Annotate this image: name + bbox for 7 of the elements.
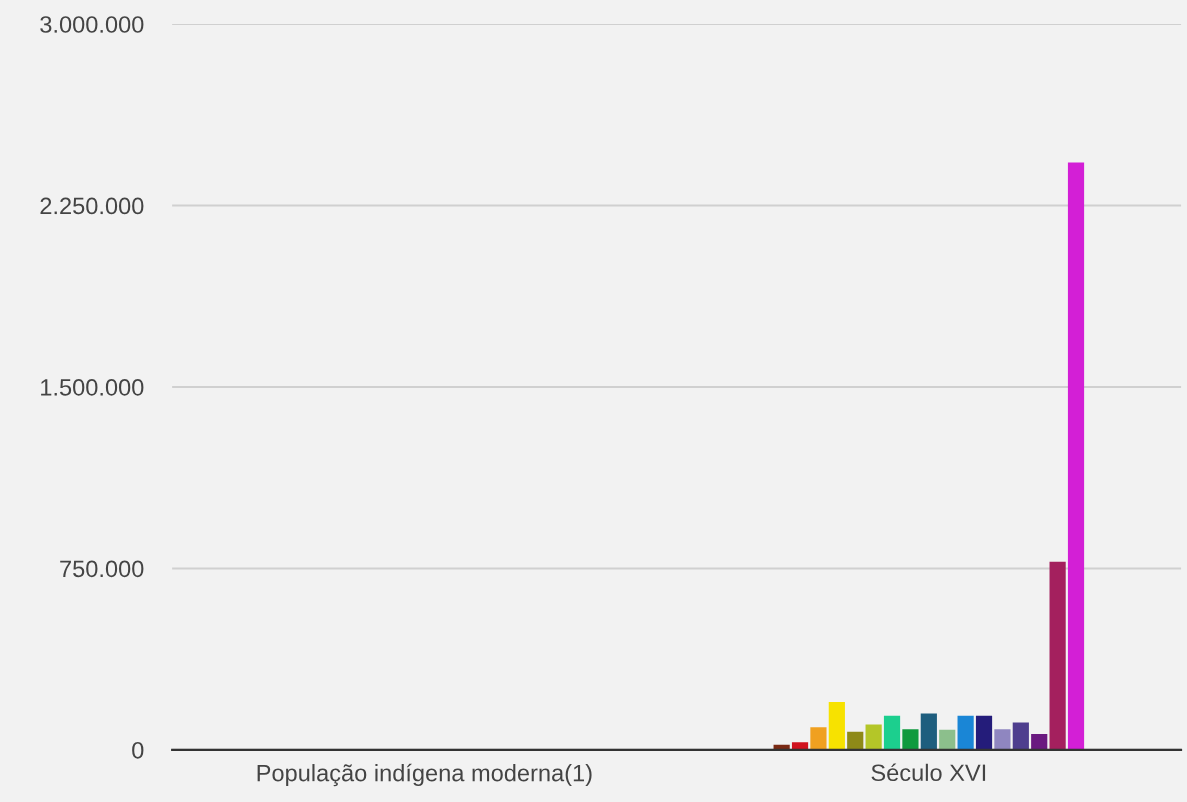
y-tick-label: 0 — [132, 741, 144, 759]
x-tick-label: Século XVI — [871, 763, 986, 782]
y-tick-label: 750.000 — [60, 560, 144, 578]
x-tick-label: População indígena moderna(1) — [257, 763, 592, 787]
y-tick-label: 1.500.000 — [41, 379, 144, 396]
y-tick-label: 2.250.000 — [40, 197, 144, 215]
y-tick-label: 3.000.000 — [40, 16, 144, 33]
